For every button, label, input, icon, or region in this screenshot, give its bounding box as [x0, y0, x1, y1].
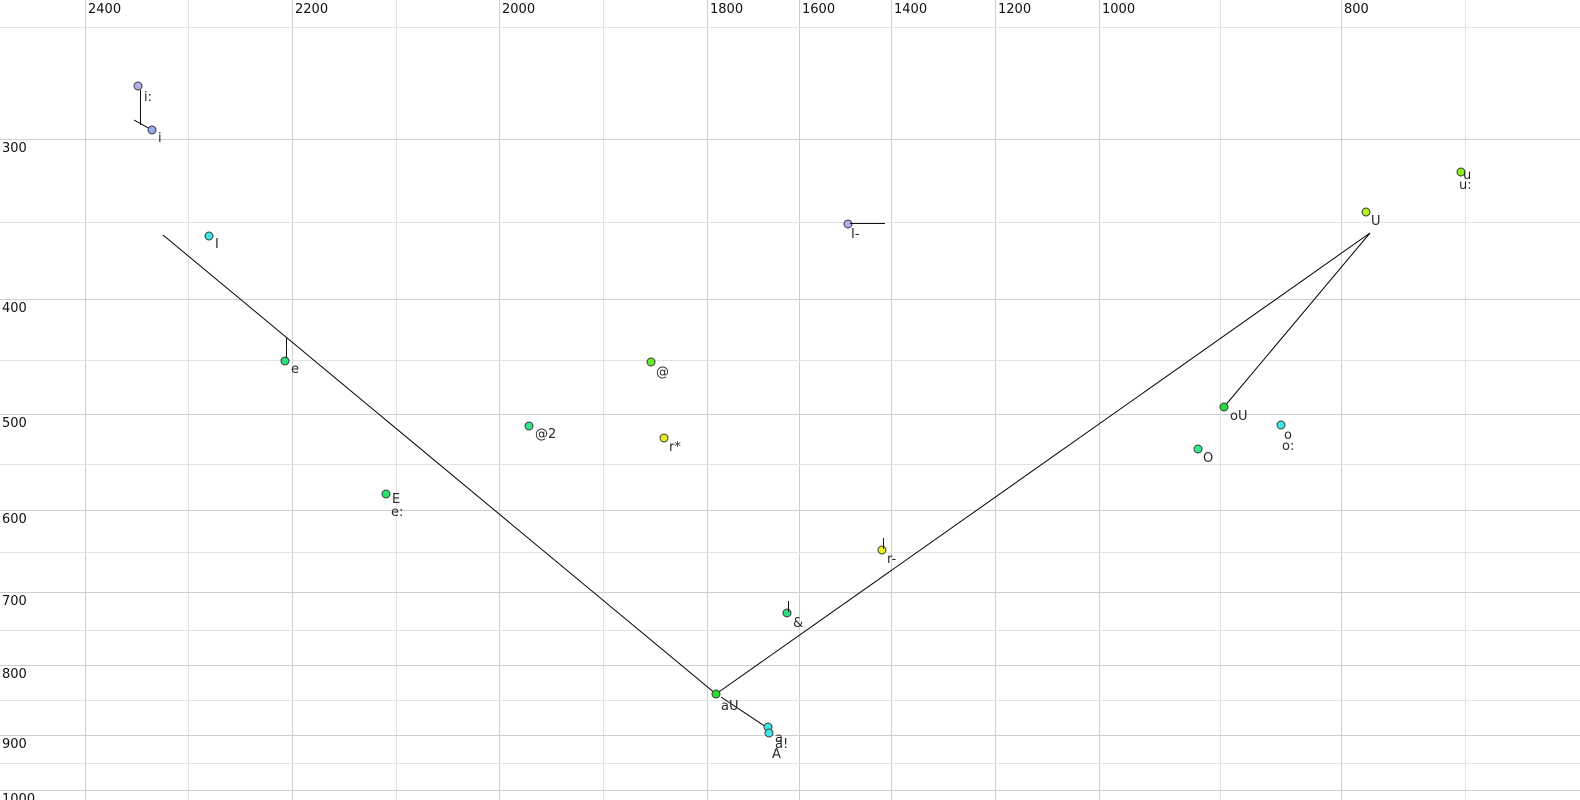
gridline-vertical — [1465, 0, 1466, 800]
data-point-I-[interactable] — [843, 219, 853, 229]
point-label-e:: e: — [391, 505, 404, 520]
data-point-@[interactable] — [646, 357, 656, 367]
x-axis-tick-1600: 1600 — [802, 2, 836, 17]
data-point-e[interactable] — [280, 356, 290, 366]
point-label-I-: I- — [851, 227, 860, 242]
gridline-horizontal — [0, 735, 1580, 736]
point-label-a: a — [775, 731, 783, 746]
x-axis-tick-2200: 2200 — [295, 2, 329, 17]
data-point-i:[interactable] — [133, 81, 143, 91]
point-label-A: A — [772, 747, 781, 762]
y-axis-tick-900: 900 — [2, 737, 27, 752]
point-label-o: o — [1284, 428, 1292, 443]
point-label-oU: oU — [1230, 409, 1248, 424]
x-axis-tick-2000: 2000 — [502, 2, 536, 17]
stem-I- — [850, 223, 885, 224]
point-label-o:: o: — [1282, 439, 1295, 454]
data-point-r*[interactable] — [659, 433, 669, 443]
gridline-horizontal — [0, 222, 1580, 223]
y-axis-tick-500: 500 — [2, 416, 27, 431]
data-point-@2[interactable] — [524, 421, 534, 431]
point-label-i:: i: — [144, 90, 152, 105]
point-label-u: u — [1463, 168, 1472, 183]
point-label-@2: @2 — [535, 427, 557, 442]
x-axis-tick-1000: 1000 — [1102, 2, 1136, 17]
data-point-&[interactable] — [782, 608, 792, 618]
stem-e — [286, 338, 287, 358]
x-axis-tick-2400: 2400 — [88, 2, 122, 17]
x-axis-tick-800: 800 — [1344, 2, 1369, 17]
point-label-e: e — [291, 362, 299, 377]
gridline-horizontal — [0, 139, 1580, 140]
stem-& — [788, 601, 789, 612]
point-label-r-: r- — [887, 552, 897, 567]
data-point-I[interactable] — [204, 231, 214, 241]
data-point-O[interactable] — [1193, 444, 1203, 454]
point-label-&: & — [793, 616, 804, 631]
x-axis-tick-1200: 1200 — [998, 2, 1032, 17]
data-point-U[interactable] — [1361, 207, 1371, 217]
gridline-vertical — [85, 0, 86, 800]
y-axis-tick-1000: 1000 — [2, 792, 36, 800]
point-label-r*: r* — [669, 440, 681, 455]
point-label-O: O — [1203, 451, 1214, 466]
data-point-o[interactable] — [1276, 420, 1286, 430]
y-axis-tick-300: 300 — [2, 141, 27, 156]
stem-i: — [140, 90, 141, 125]
data-point-E[interactable] — [381, 489, 391, 499]
data-point-i[interactable] — [147, 125, 157, 135]
data-point-oU[interactable] — [1219, 402, 1229, 412]
gridline-horizontal — [0, 790, 1580, 791]
data-point-aU[interactable] — [711, 689, 721, 699]
stem-r- — [883, 538, 884, 549]
gridline-horizontal — [0, 763, 1580, 764]
y-axis-tick-400: 400 — [2, 301, 27, 316]
point-label-a!: a! — [775, 737, 789, 752]
data-point-a![interactable] — [764, 728, 774, 738]
data-point-u:[interactable] — [1456, 167, 1466, 177]
point-label-@: @ — [656, 365, 669, 380]
point-label-I: I — [215, 237, 219, 252]
y-axis-tick-700: 700 — [2, 594, 27, 609]
x-axis-tick-1400: 1400 — [894, 2, 928, 17]
point-label-u:: u: — [1459, 178, 1472, 193]
point-label-U: U — [1371, 214, 1381, 229]
point-label-E: E — [392, 492, 401, 507]
point-label-aU: aU — [721, 699, 739, 714]
gridline-horizontal — [0, 27, 1580, 28]
x-axis-tick-1800: 1800 — [710, 2, 744, 17]
data-point-r-[interactable] — [877, 545, 887, 555]
y-axis-tick-600: 600 — [2, 512, 27, 527]
point-label-i: i — [158, 131, 162, 146]
y-axis-tick-800: 800 — [2, 667, 27, 682]
gridline-horizontal — [0, 700, 1580, 701]
